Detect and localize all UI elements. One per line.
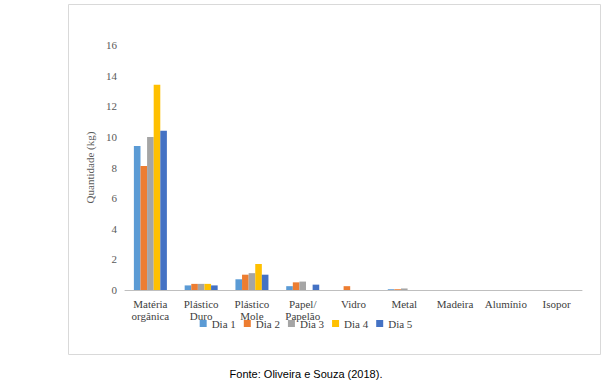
- svg-text:Duro: Duro: [189, 310, 213, 322]
- svg-text:6: 6: [112, 192, 118, 204]
- svg-text:Quantidade (kg): Quantidade (kg): [84, 131, 97, 203]
- svg-text:14: 14: [106, 70, 118, 82]
- svg-text:Plástico: Plástico: [235, 298, 270, 310]
- svg-text:10: 10: [106, 131, 118, 143]
- svg-text:Madeira: Madeira: [437, 298, 474, 310]
- svg-text:Matéria: Matéria: [133, 298, 167, 310]
- svg-text:Dia 4: Dia 4: [344, 318, 369, 330]
- svg-text:Vidro: Vidro: [341, 298, 367, 310]
- svg-text:Dia 1: Dia 1: [212, 318, 236, 330]
- svg-text:Isopor: Isopor: [543, 298, 571, 310]
- svg-text:orgânica: orgânica: [132, 310, 170, 322]
- svg-text:Alumínio: Alumínio: [485, 298, 528, 310]
- svg-text:2: 2: [112, 253, 118, 265]
- svg-text:Dia 5: Dia 5: [388, 318, 413, 330]
- svg-text:Papel/: Papel/: [289, 298, 317, 310]
- svg-text:Dia 3: Dia 3: [300, 318, 325, 330]
- svg-text:12: 12: [106, 100, 117, 112]
- svg-text:Papelão: Papelão: [285, 310, 321, 322]
- svg-text:16: 16: [106, 39, 118, 51]
- svg-text:8: 8: [112, 162, 118, 174]
- svg-text:Dia 2: Dia 2: [256, 318, 280, 330]
- svg-text:4: 4: [112, 223, 118, 235]
- svg-text:0: 0: [112, 284, 118, 296]
- svg-text:Fonte: Oliveira e Souza (2018): Fonte: Oliveira e Souza (2018).: [230, 368, 383, 380]
- svg-text:Plástico: Plástico: [184, 298, 219, 310]
- svg-text:Mole: Mole: [240, 310, 264, 322]
- svg-text:Metal: Metal: [391, 298, 417, 310]
